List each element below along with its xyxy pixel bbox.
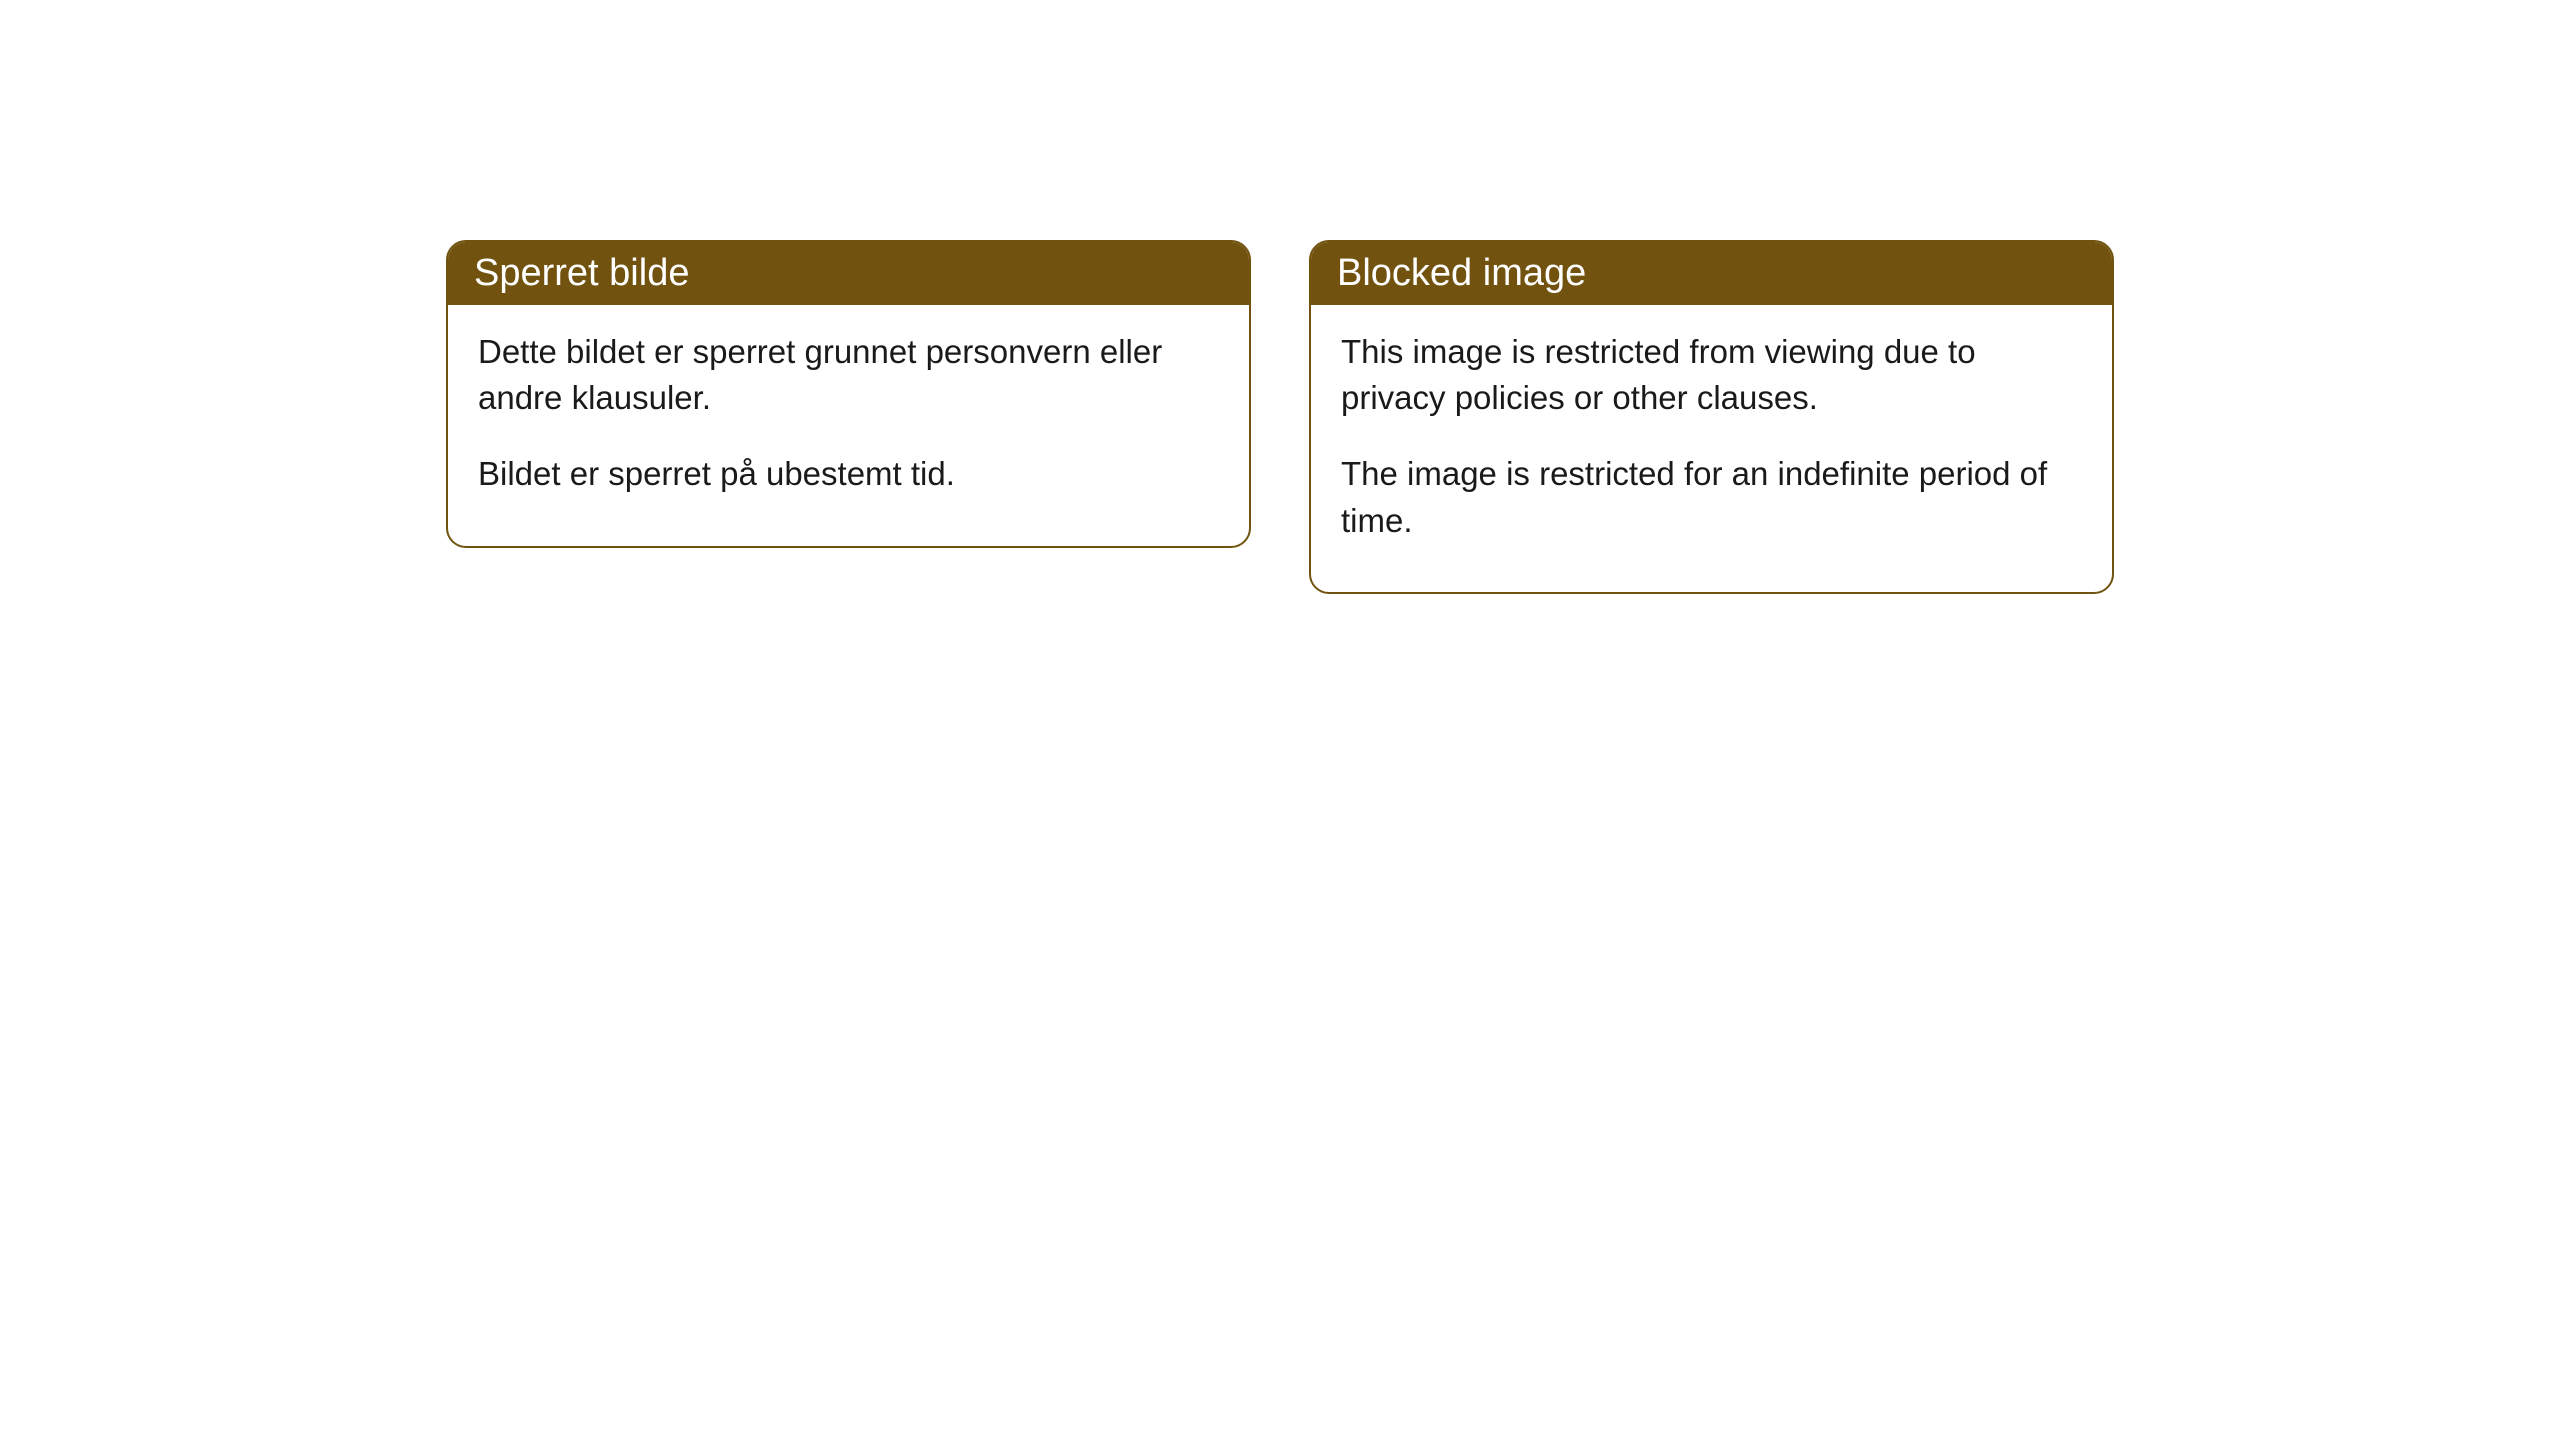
blocked-image-card-english: Blocked image This image is restricted f…: [1309, 240, 2114, 594]
card-header: Blocked image: [1311, 242, 2112, 305]
card-paragraph: Dette bildet er sperret grunnet personve…: [478, 329, 1219, 421]
card-body: Dette bildet er sperret grunnet personve…: [448, 305, 1249, 546]
card-paragraph: This image is restricted from viewing du…: [1341, 329, 2082, 421]
card-header: Sperret bilde: [448, 242, 1249, 305]
card-paragraph: Bildet er sperret på ubestemt tid.: [478, 451, 1219, 497]
card-title: Sperret bilde: [474, 252, 689, 294]
card-paragraph: The image is restricted for an indefinit…: [1341, 451, 2082, 543]
card-body: This image is restricted from viewing du…: [1311, 305, 2112, 592]
blocked-image-card-norwegian: Sperret bilde Dette bildet er sperret gr…: [446, 240, 1251, 548]
card-title: Blocked image: [1337, 252, 1586, 294]
